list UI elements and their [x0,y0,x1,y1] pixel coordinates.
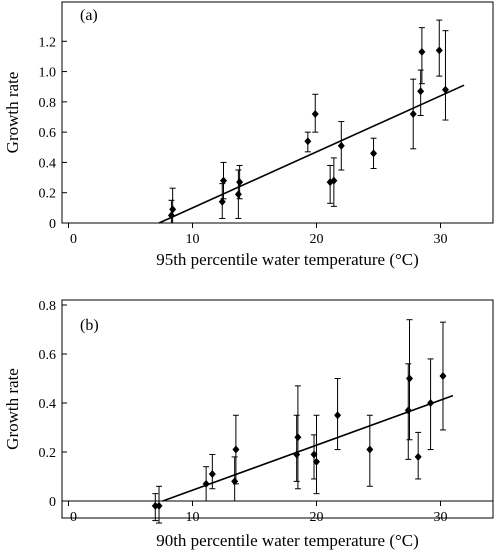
data-point [218,197,226,206]
panel-label: (a) [80,7,98,24]
data-point [404,406,412,415]
x-tick-label: 0 [70,510,77,525]
regression-line [162,394,454,502]
data-point [232,445,240,454]
data-point [151,501,159,510]
data-point [406,374,413,383]
y-tick-label: 1.2 [39,35,57,50]
data-point [366,445,374,454]
y-tick-label: 0.4 [39,156,57,171]
data-point [418,47,426,56]
y-tick-label: 0 [49,495,56,510]
panel-a: 0 0.2 0.4 0.6 0.8 1.0 1.2 0 10 20 30 (a) 95th percen… [3,1,494,269]
y-axis-title: Growth rate [3,72,22,154]
data-point [202,479,210,488]
data-point [417,87,425,96]
x-tick-label: 10 [186,232,200,247]
data-point [310,450,318,459]
panel-b: 0 0.2 0.4 0.6 0.8 0 10 20 30 (b) 90th percentile w… [3,299,494,550]
data-point [441,85,449,94]
data-point [330,176,338,185]
y-tick-label: 0.2 [39,446,57,461]
y-tick-label: 0.4 [39,397,57,412]
data-point [169,205,177,214]
x-tick-label: 20 [310,510,324,525]
data-point [208,470,216,479]
data-point [294,433,302,442]
y-tick-label: 0.8 [39,96,57,111]
data-point [311,109,319,118]
data-point [236,178,244,187]
y-tick-label: 0.6 [39,348,57,363]
x-tick-label: 30 [434,232,448,247]
plot-frame [61,299,494,519]
data-point [370,149,378,158]
data-point [167,211,175,220]
data-point [414,452,422,461]
data-point [313,457,320,466]
data-point [220,176,227,185]
y-tick-label: 0.2 [39,187,57,202]
x-tick-label: 20 [310,232,324,247]
data-point [155,501,163,510]
y-tick-label: 1.0 [39,66,57,81]
data-point [409,109,417,118]
x-tick-label: 10 [186,510,200,525]
regression-line [158,84,465,224]
data-point [304,137,312,146]
data-point [334,411,342,420]
y-tick-label: 0.8 [39,299,57,314]
data-point [337,141,345,150]
y-axis-title: Growth rate [3,368,22,450]
x-tick-label: 30 [434,510,448,525]
y-tick-label: 0.6 [39,126,57,141]
y-tick-label: 0 [49,217,56,232]
x-axis-title: 90th percentile water temperature (°C) [156,531,419,550]
panel-label: (b) [80,317,99,334]
data-point [439,372,447,381]
plot-frame [61,1,494,224]
x-axis-title: 95th percentile water temperature (°C) [156,250,419,269]
data-point [234,190,242,199]
data-point [293,450,301,459]
data-point [427,399,435,407]
x-tick-label: 0 [70,232,77,247]
data-point [435,46,443,55]
